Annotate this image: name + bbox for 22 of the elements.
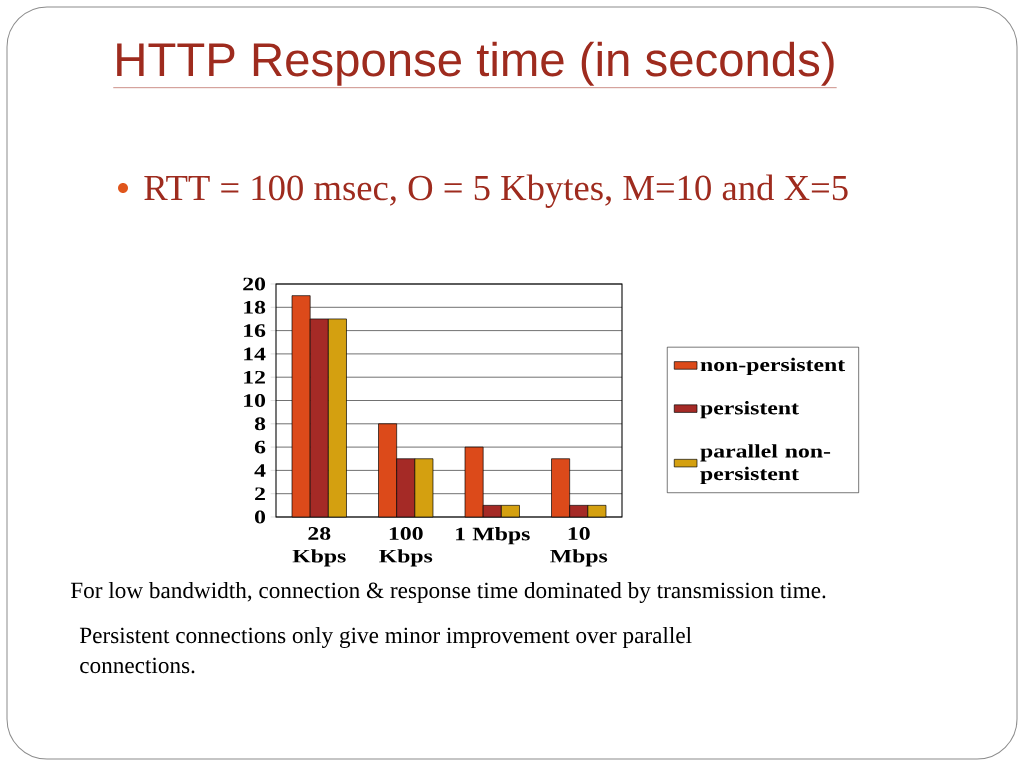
- chart-subtitle: RTT = 100 msec, O = 5 Kbytes, M=10 and X=5: [144, 174, 848, 208]
- legend-label: parallel non-persistent: [700, 444, 831, 485]
- y-tick-label: 4: [254, 464, 266, 477]
- chart-title: HTTP Response time (in seconds): [117, 41, 834, 86]
- y-tick-label: 12: [244, 370, 265, 384]
- x-tick-label: 28 Kbps: [292, 527, 346, 567]
- y-tick-label: 2: [255, 487, 265, 500]
- y-tick-label: 14: [244, 347, 266, 361]
- legend-label: persistent: [700, 401, 799, 419]
- text: Persistent connections only give minor improvement over parallel connections.: [79, 626, 692, 674]
- x-tick-label: 1 Mbps: [456, 527, 530, 545]
- y-tick-label: 18: [244, 300, 266, 314]
- x-tick-label: 100 Kbps: [379, 527, 433, 567]
- x-tick-label: 10 Mbps: [550, 527, 608, 567]
- y-tick-label: 20: [243, 277, 266, 291]
- y-tick-label: 6: [254, 440, 266, 454]
- y-tick-label: 0: [254, 510, 266, 524]
- text: For low bandwidth, connection & response time dominated by transmission time.: [70, 581, 826, 603]
- y-tick-label: 16: [244, 324, 266, 337]
- legend-label: non-persistent: [700, 357, 846, 376]
- y-tick-label: 10: [244, 394, 266, 407]
- y-tick-label: 8: [254, 417, 266, 431]
